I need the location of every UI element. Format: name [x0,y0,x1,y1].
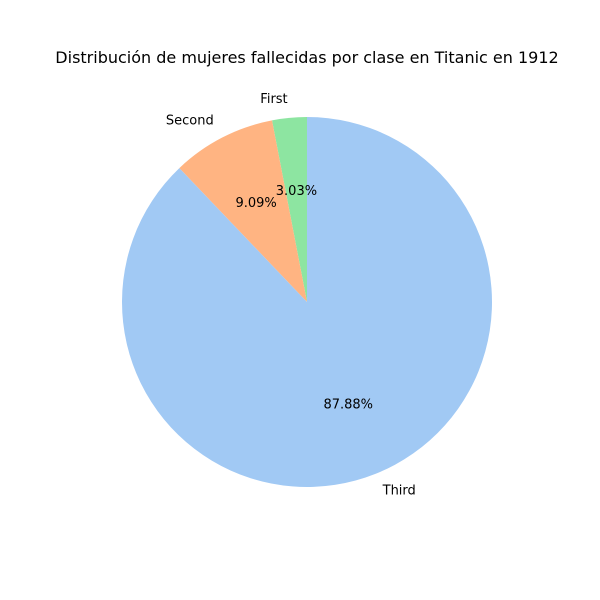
slice-label-first: First [260,92,287,107]
slice-label-third: Third [382,483,416,498]
pie-slices [122,117,493,487]
pie-slice-second [179,120,307,302]
chart-title: Distribución de mujeres fallecidas por c… [55,48,558,67]
slice-label-second: Second [166,114,214,129]
slice-percent-second: 9.09% [235,196,276,211]
slice-percent-first: 3.03% [276,184,317,199]
pie-labels: First 3.03% Second 9.09% Third 87.88% [166,92,416,499]
pie-slice-third [122,117,493,487]
slice-percent-third: 87.88% [323,398,373,413]
pie-slice-first [271,117,307,302]
